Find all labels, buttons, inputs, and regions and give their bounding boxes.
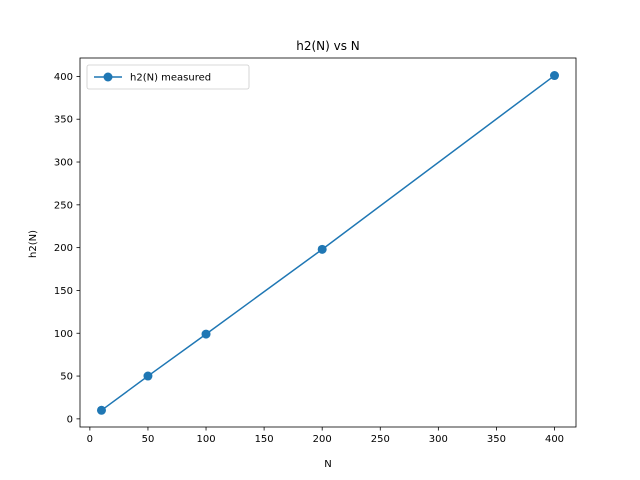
x-tick-label: 200 — [313, 434, 332, 445]
y-tick-label: 0 — [67, 414, 73, 425]
x-tick-label: 50 — [142, 434, 155, 445]
chart-title: h2(N) vs N — [296, 39, 360, 53]
x-tick-label: 100 — [196, 434, 215, 445]
y-tick-label: 100 — [54, 329, 73, 340]
y-tick-label: 350 — [54, 115, 73, 126]
x-tick-label: 350 — [487, 434, 506, 445]
y-tick-label: 150 — [54, 286, 73, 297]
legend-marker-swatch — [103, 72, 113, 82]
x-tick-label: 150 — [255, 434, 274, 445]
data-point — [317, 244, 327, 254]
y-tick-label: 400 — [54, 72, 73, 83]
y-axis-label: h2(N) — [28, 230, 39, 258]
legend-entry-label: h2(N) measured — [130, 73, 211, 84]
series-line — [101, 74, 555, 411]
data-point — [550, 71, 560, 81]
x-tick-label: 250 — [371, 434, 390, 445]
axes — [79, 57, 577, 428]
plot-area-frame — [79, 57, 577, 428]
y-axis-ticks: 0 50 100 150 200 250 300 350 400 — [54, 72, 80, 425]
data-point — [96, 405, 106, 415]
x-axis-ticks: 0 50 100 150 200 250 300 350 400 — [87, 427, 564, 445]
y-tick-label: 300 — [54, 158, 73, 169]
x-tick-label: 300 — [429, 434, 448, 445]
x-tick-label: 0 — [87, 434, 93, 445]
series-layer — [96, 71, 560, 415]
y-tick-label: 250 — [54, 200, 73, 211]
y-tick-label: 50 — [60, 372, 73, 383]
legend-frame — [86, 64, 250, 90]
x-axis-label: N — [324, 459, 331, 470]
data-point — [201, 329, 211, 339]
y-tick-label: 200 — [54, 243, 73, 254]
x-tick-label: 400 — [545, 434, 564, 445]
data-point — [143, 371, 153, 381]
legend: h2(N) measured — [86, 64, 250, 90]
